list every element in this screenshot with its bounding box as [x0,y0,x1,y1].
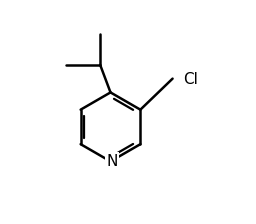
Text: Cl: Cl [183,72,198,87]
Text: N: N [106,154,118,169]
